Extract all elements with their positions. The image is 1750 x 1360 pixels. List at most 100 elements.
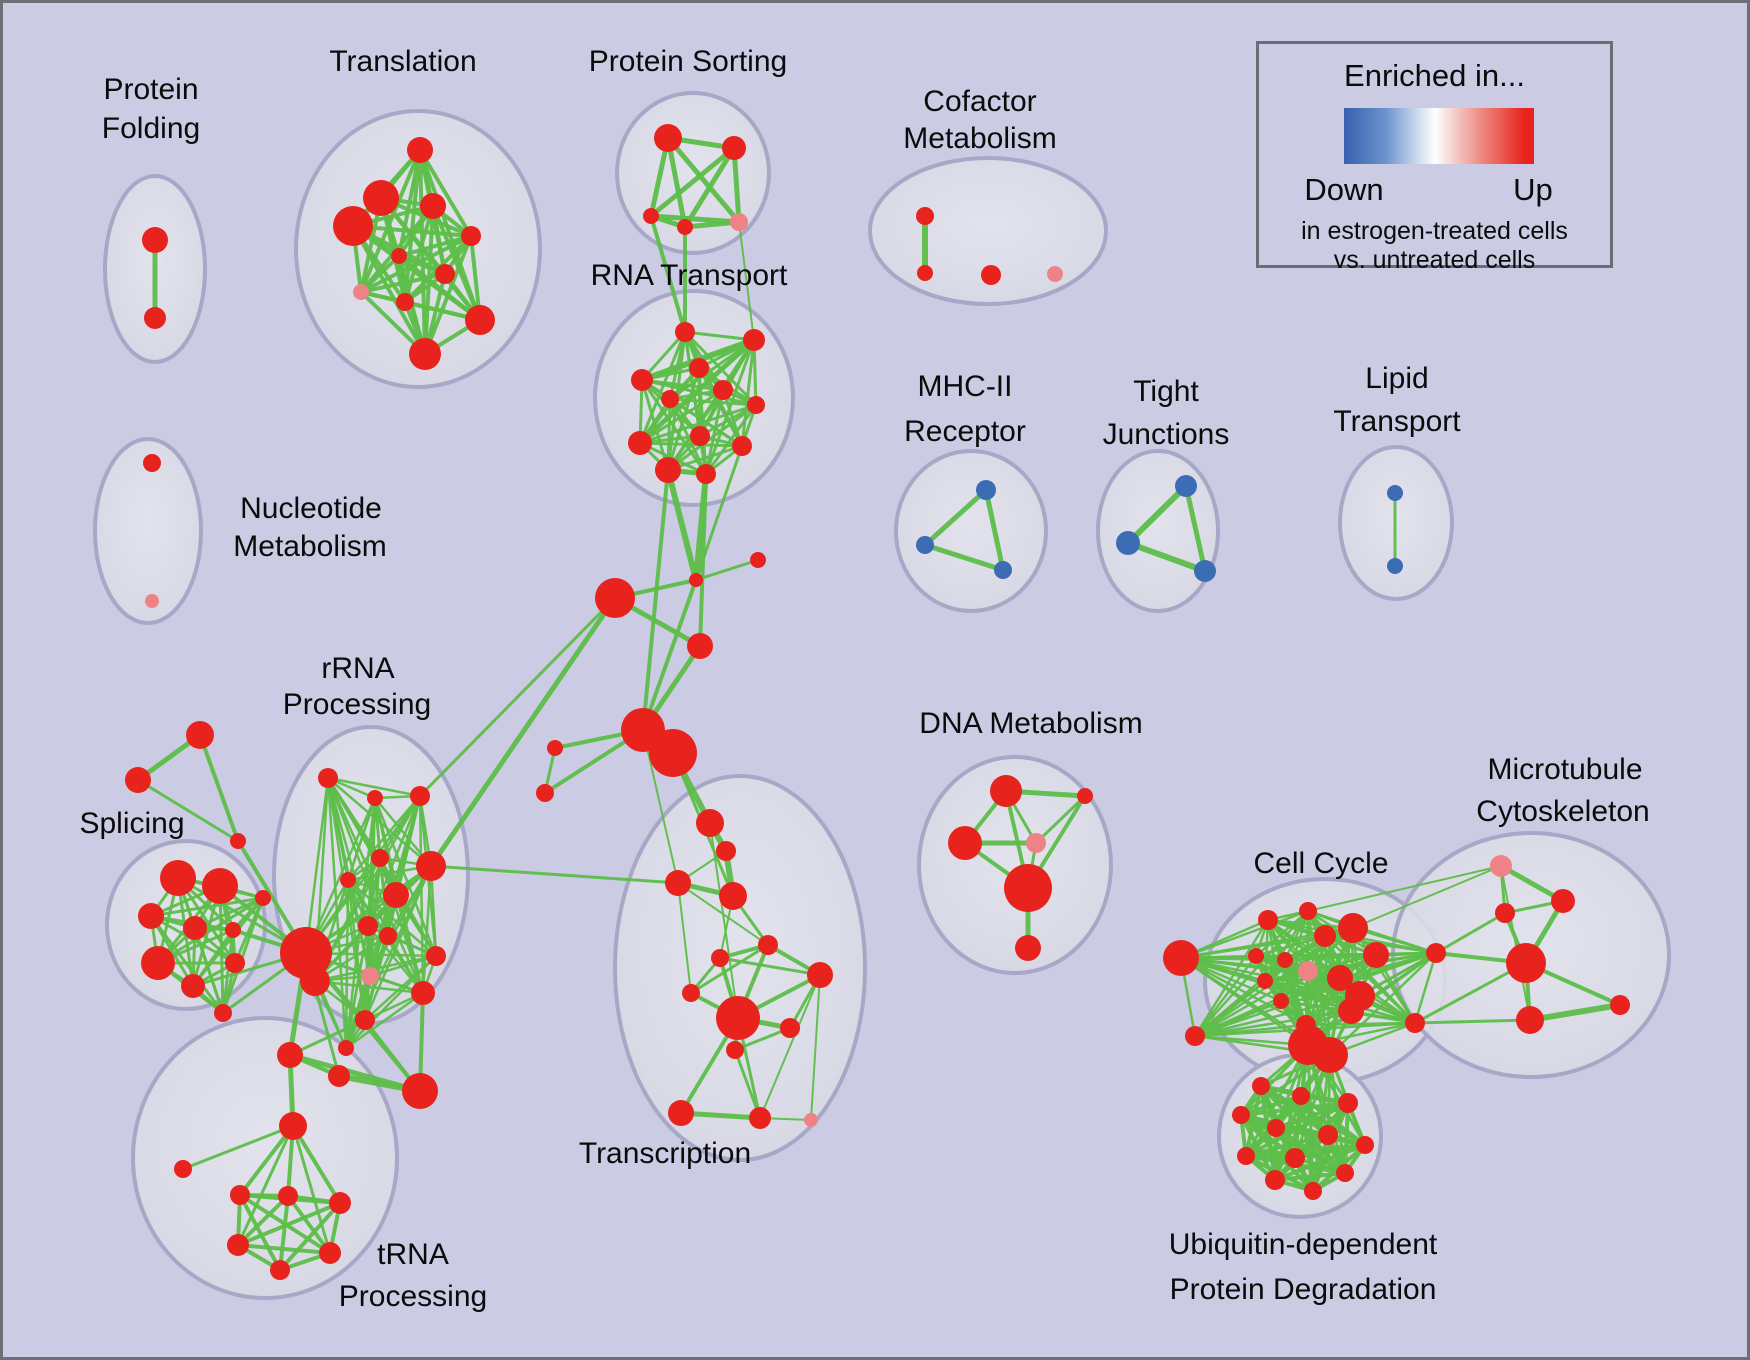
geneset-node-red: [689, 573, 703, 587]
cluster-label: Cytoskeleton: [1476, 795, 1649, 828]
geneset-node-red: [917, 265, 933, 281]
geneset-node-red: [461, 226, 481, 246]
network-edge: [291, 1124, 342, 1205]
geneset-node-red: [270, 1260, 290, 1280]
geneset-node-red: [1336, 1164, 1354, 1182]
network-edge: [1239, 1094, 1303, 1117]
network-edge: [677, 882, 692, 994]
geneset-node-red: [367, 790, 383, 806]
geneset-node-red: [1314, 925, 1336, 947]
geneset-node-red: [1327, 965, 1353, 991]
network-edge: [1244, 1133, 1330, 1158]
geneset-node-red: [225, 953, 245, 973]
geneset-node-red: [402, 1073, 438, 1109]
geneset-node-red: [1015, 935, 1041, 961]
geneset-node-red: [1304, 1182, 1322, 1200]
network-edge: [678, 1110, 763, 1121]
network-edge: [326, 776, 422, 798]
cluster-label: rRNA: [321, 652, 394, 685]
geneset-node-red: [183, 916, 207, 940]
network-edge: [1193, 979, 1267, 1038]
network-edge: [403, 148, 422, 304]
cluster-label: Microtubule: [1487, 753, 1642, 786]
network-edge: [694, 558, 760, 582]
geneset-node-red: [1495, 903, 1515, 923]
network-edge: [428, 595, 618, 869]
network-edge: [666, 366, 701, 472]
geneset-node-red: [595, 578, 635, 618]
geneset-node-red: [300, 966, 330, 996]
network-edge: [698, 472, 708, 648]
geneset-node-red: [1285, 1148, 1305, 1168]
geneset-node-blue: [994, 561, 1012, 579]
geneset-node-red: [677, 219, 693, 235]
network-edge: [638, 330, 687, 445]
geneset-node-red: [230, 1185, 250, 1205]
geneset-node-red: [279, 1112, 307, 1140]
network-edge: [291, 1124, 332, 1255]
geneset-node-red: [643, 208, 659, 224]
geneset-node-red: [696, 809, 724, 837]
geneset-node-red: [747, 396, 765, 414]
geneset-node-red: [750, 552, 766, 568]
geneset-node-red: [333, 206, 373, 246]
network-edge: [1263, 953, 1378, 983]
geneset-node-red: [1292, 1087, 1310, 1105]
network-edge: [733, 1048, 762, 1120]
network-edge: [344, 954, 438, 1050]
legend-up-label: Up: [1513, 172, 1553, 207]
cluster-ellipse-dna-metabolism: [917, 755, 1113, 975]
cluster-ellipse-tight-junctions: [1096, 449, 1220, 613]
network-edge: [738, 221, 755, 341]
geneset-node-red: [1551, 889, 1575, 913]
network-edge: [193, 896, 265, 930]
network-edge: [421, 864, 433, 995]
network-edge: [431, 204, 482, 322]
geneset-node-red: [743, 329, 765, 351]
geneset-node-red: [719, 882, 747, 910]
network-edge: [1254, 934, 1327, 958]
network-edge: [181, 1124, 295, 1171]
cluster-label: Transport: [1333, 405, 1461, 438]
geneset-node-red: [407, 137, 433, 163]
cluster-label: Ubiquitin-dependent: [1169, 1228, 1438, 1261]
geneset-node-red: [1265, 1170, 1285, 1190]
geneset-node-red: [355, 1010, 375, 1030]
geneset-node-red: [758, 935, 778, 955]
geneset-node-pink: [1298, 961, 1318, 981]
cluster-label: Translation: [329, 45, 476, 78]
cluster-label: Protein Sorting: [589, 45, 787, 78]
network-edge: [221, 928, 235, 1015]
geneset-node-blue: [1387, 558, 1403, 574]
network-edge: [641, 578, 698, 732]
geneset-node-red: [1004, 864, 1052, 912]
network-edge: [1328, 951, 1438, 1057]
network-edge: [731, 145, 742, 225]
geneset-node-red: [547, 740, 563, 756]
network-edge: [1323, 934, 1417, 1025]
geneset-node-red: [420, 193, 446, 219]
network-edge: [1244, 1053, 1332, 1158]
network-edge: [304, 776, 330, 955]
network-edge: [640, 378, 708, 476]
network-edge: [641, 468, 670, 732]
geneset-node-red: [214, 1004, 232, 1022]
legend-caption-line2: vs. untreated cells: [1333, 246, 1536, 274]
geneset-node-pink: [1047, 266, 1063, 282]
network-edge: [683, 330, 756, 342]
geneset-node-red: [682, 984, 700, 1002]
network-edge: [1293, 1053, 1332, 1160]
geneset-node-red: [202, 868, 238, 904]
geneset-node-red: [142, 227, 168, 253]
geneset-node-red: [716, 841, 736, 861]
cluster-label: Processing: [339, 1280, 487, 1313]
geneset-node-red: [1232, 1106, 1250, 1124]
geneset-node-red: [410, 786, 430, 806]
network-edge: [1273, 1143, 1367, 1182]
geneset-node-red: [1338, 913, 1368, 943]
geneset-node-blue: [1387, 485, 1403, 501]
geneset-node-red: [143, 454, 161, 472]
geneset-node-red: [174, 1160, 192, 1178]
geneset-node-red: [1267, 1119, 1285, 1137]
cluster-label: Folding: [102, 112, 200, 145]
